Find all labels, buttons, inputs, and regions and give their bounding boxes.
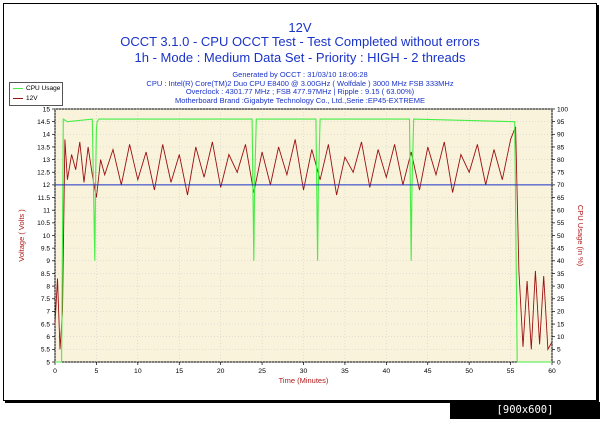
y2-tick-label: 0 [557,359,561,366]
x-tick-label: 35 [341,368,349,375]
watermark: [900x600] https://upic.me/ [450,402,600,433]
series-line-cpu-usage [55,118,552,363]
y-tick-label: 14.5 [37,119,50,126]
y2-tick-label: 45 [557,245,565,252]
y-tick-label: 15 [43,106,51,113]
x-tick-label: 10 [134,368,142,375]
y2-tick-label: 15 [557,321,565,328]
x-tick-label: 15 [175,368,183,375]
y2-tick-label: 10 [557,334,565,341]
y-tick-label: 8 [46,283,50,290]
x-axis-label: Time (Minutes) [279,376,329,385]
y2-tick-label: 60 [557,208,565,215]
chart-legend: CPU Usage 12V [9,82,63,106]
x-tick-label: 40 [383,368,391,375]
y-tick-label: 12.5 [37,170,50,177]
y-tick-label: 13 [43,157,51,164]
y2-tick-label: 95 [557,119,565,126]
y2-tick-label: 35 [557,271,565,278]
chart-subtitle-test: OCCT 3.1.0 - CPU OCCT Test - Test Comple… [120,34,480,49]
y-tick-label: 10 [43,233,51,240]
y2-tick-label: 90 [557,132,565,139]
line-chart: 5 5.5 6 6.5 7 7.5 8 8.5 9 9.5 10 10.5 11 11.5 12 12.5 13… [17,106,585,385]
x-tick-label: 30 [300,368,308,375]
y-tick-label: 7.5 [41,296,50,303]
y-tick-label: 12 [43,182,51,189]
y-axis-label: Voltage ( Volts ) [17,209,26,262]
series-line-12v [54,126,553,352]
legend-swatch-12v [13,97,23,99]
y2-tick-label: 70 [557,182,565,189]
y2-tick-label: 75 [557,170,565,177]
y-tick-label: 11.5 [38,195,51,202]
y-tick-label: 11 [43,208,50,215]
y-tick-label: 5 [46,359,50,366]
y-tick-label: 7 [46,309,50,316]
y2-tick-label: 25 [557,296,565,303]
legend-item-12v: 12V [13,94,38,103]
y2-axis-label: CPU Usage (in %) [576,205,585,267]
x-tick-label: 45 [424,368,432,375]
x-tick-label: 60 [548,368,556,375]
x-tick-label: 20 [217,368,225,375]
x-tick-label: 50 [465,368,473,375]
legend-swatch-cpu [13,87,23,89]
y-tick-label: 6.5 [41,321,50,328]
y-tick-label: 8.5 [41,271,50,278]
y-tick-label: 13.5 [37,144,50,151]
x-tick-label: 5 [95,368,99,375]
y2-tick-label: 30 [557,283,565,290]
legend-label-cpu: CPU Usage [26,85,61,92]
info-overclock: Overclock : 4301.77 MHz ; FSB 477.97MHz … [185,87,415,96]
x-tick-label: 25 [258,368,266,375]
y-tick-label: 10.5 [37,220,50,227]
y2-tick-label: 80 [557,157,565,164]
y-tick-label: 14 [43,132,51,139]
info-cpu: CPU : Intel(R) Core(TM)2 Duo CPU E8400 @… [146,78,454,88]
y2-tick-label: 20 [557,309,565,316]
chart-title: 12V [288,20,312,35]
y2-tick-label: 55 [557,220,565,227]
legend-label-12v: 12V [26,95,38,102]
chart-subtitle-mode: 1h - Mode : Medium Data Set - Priority :… [134,50,466,65]
y2-tick-label: 100 [557,106,568,113]
y2-tick-label: 85 [557,144,565,151]
y-tick-label: 9.5 [41,245,50,252]
info-motherboard: Motherboard Brand :Gigabyte Technology C… [175,95,425,105]
legend-item-cpu: CPU Usage [13,84,60,93]
y2-tick-label: 40 [557,258,565,265]
y-tick-label: 6 [46,334,50,341]
info-generated: Generated by OCCT : 31/03/10 18:06:28 [232,70,368,79]
y2-tick-label: 5 [557,347,561,354]
y2-tick-label: 50 [557,233,565,240]
y-tick-label: 9 [46,258,50,265]
y-tick-label: 5.5 [41,347,50,354]
x-tick-label: 55 [507,368,515,375]
y2-tick-label: 65 [557,195,565,202]
x-tick-label: 0 [53,368,57,375]
